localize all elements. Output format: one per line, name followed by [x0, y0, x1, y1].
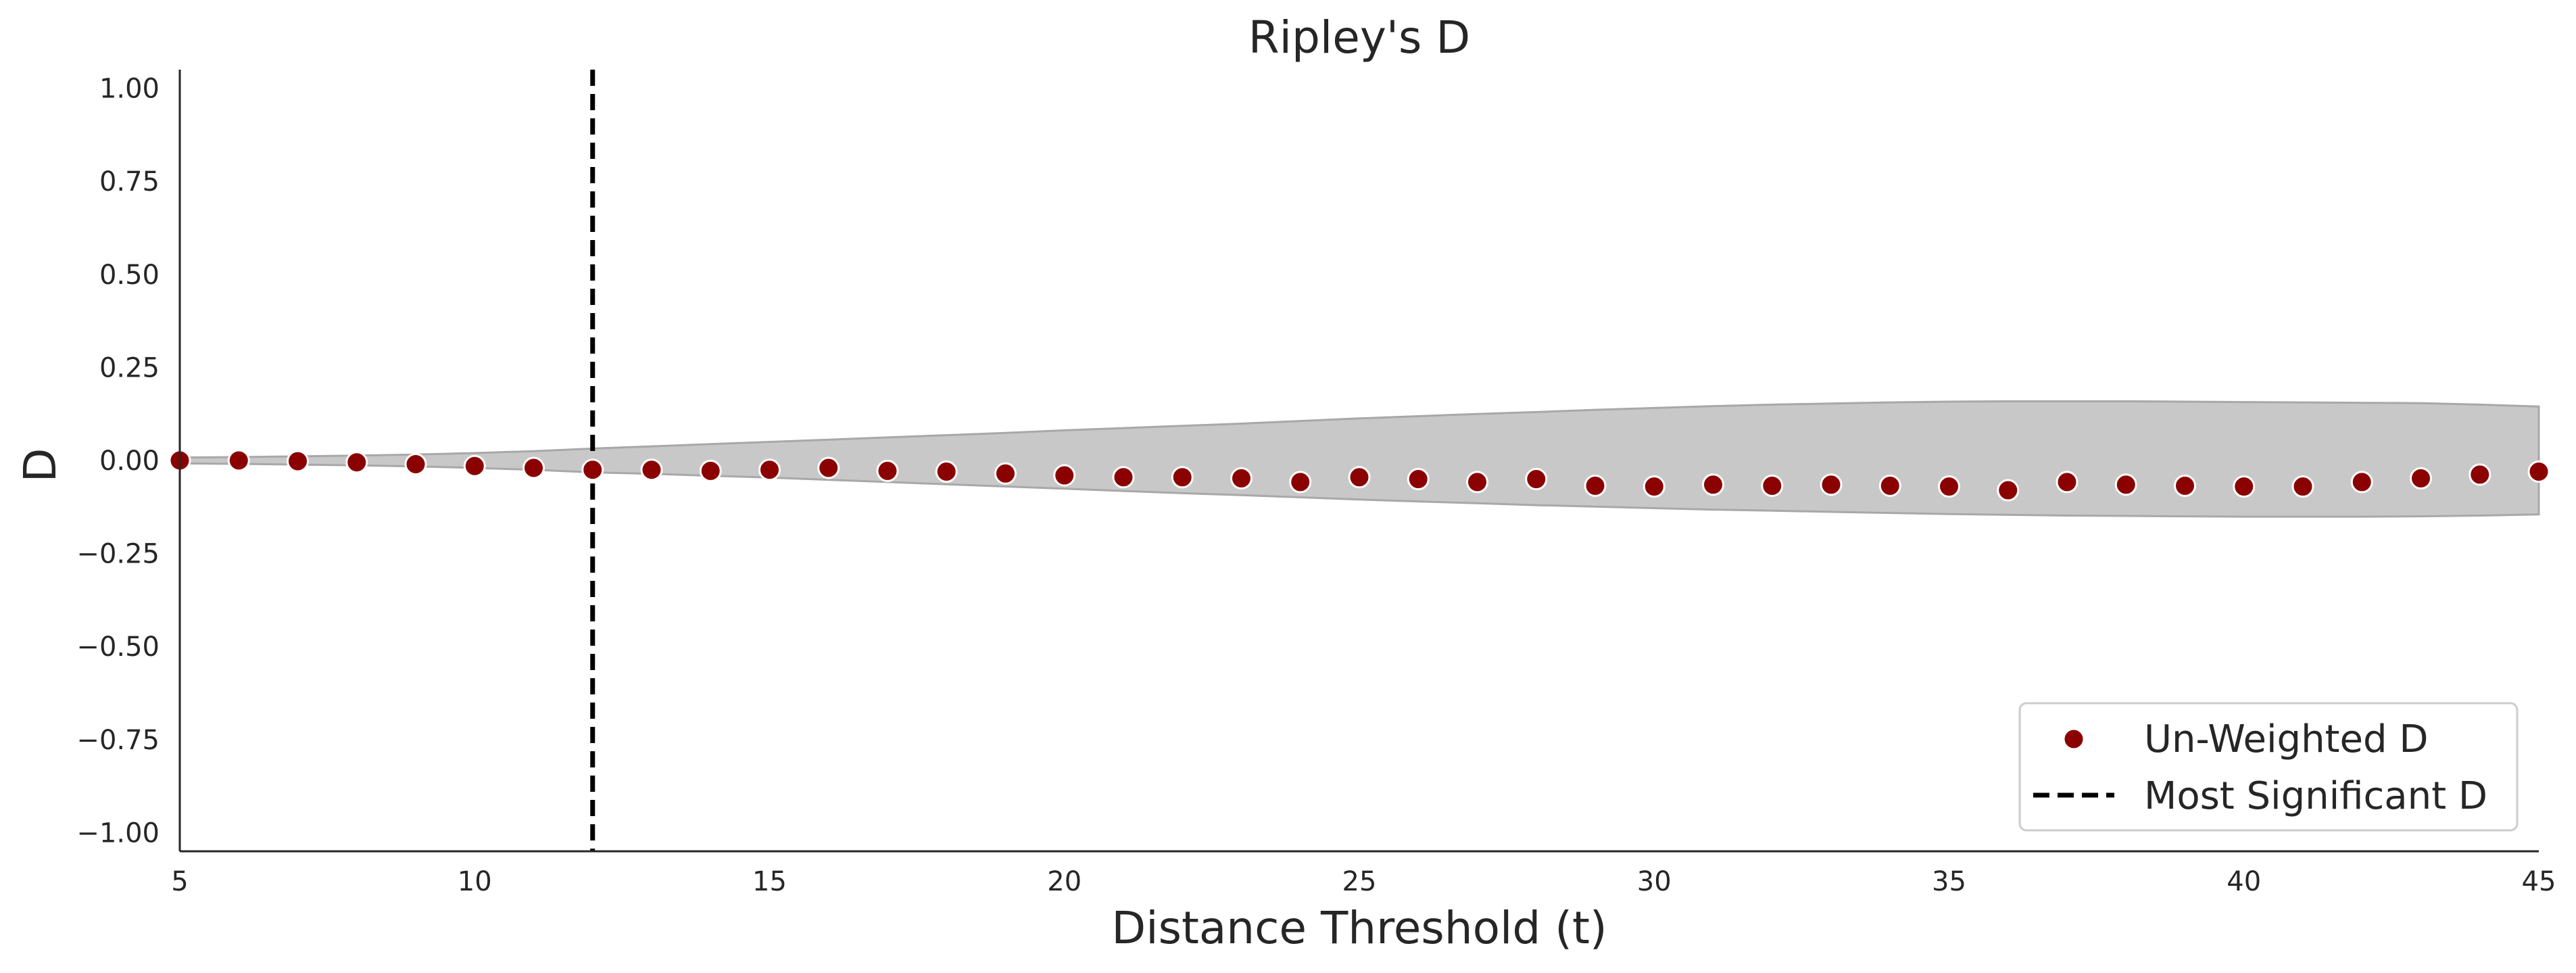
y-tick-label: −1.00: [76, 817, 160, 849]
data-point: [2410, 467, 2432, 490]
data-point: [1171, 466, 1194, 489]
data-point: [345, 451, 368, 474]
data-point: [404, 453, 427, 476]
data-point: [2114, 473, 2137, 496]
x-tick-label: 25: [1342, 866, 1377, 897]
data-point: [1702, 473, 1724, 496]
y-tick-label: 0.50: [99, 260, 160, 291]
legend-marker-unweighted-d: [2062, 728, 2085, 751]
data-point: [1878, 474, 1901, 497]
data-point: [287, 450, 309, 473]
data-point: [640, 458, 663, 481]
data-point: [1289, 471, 1312, 494]
data-point: [1643, 475, 1666, 498]
data-point: [1112, 466, 1135, 489]
data-point: [2469, 463, 2492, 486]
x-tick-label: 45: [2522, 866, 2556, 897]
x-tick-label: 20: [1047, 866, 1082, 897]
data-point: [523, 456, 545, 479]
data-point: [1230, 467, 1253, 490]
data-point: [1466, 471, 1488, 494]
x-tick-label: 10: [458, 866, 492, 897]
y-tick-label: −0.25: [76, 539, 160, 570]
data-point: [1820, 473, 1843, 496]
data-point: [2350, 471, 2373, 494]
data-point: [2233, 475, 2256, 498]
data-point: [1997, 479, 2020, 502]
data-point: [227, 449, 250, 472]
data-point: [1761, 474, 1784, 497]
data-point: [817, 456, 840, 479]
y-tick-label: 0.00: [99, 446, 160, 477]
plot-area: 5 10 15 20 25 30 35 40 45 1.00 0.75 0.50 0.25 0.00 −0.…: [76, 70, 2556, 897]
data-point: [935, 460, 958, 483]
legend: Un-Weighted D Most Significant D: [2018, 702, 2519, 832]
y-axis-label: D: [14, 448, 66, 483]
data-point: [1053, 464, 1076, 487]
data-point: [2174, 474, 2196, 497]
x-tick-label: 30: [1637, 866, 1672, 897]
legend-label-most-significant-d: Most Significant D: [2144, 774, 2487, 818]
y-tick-label: −0.75: [76, 725, 160, 756]
data-point: [758, 458, 781, 481]
y-tick-label: 1.00: [99, 74, 160, 105]
data-point: [994, 462, 1017, 485]
data-point: [1407, 468, 1430, 491]
data-point: [876, 459, 899, 482]
x-tick-label: 35: [1932, 866, 1966, 897]
data-point: [2056, 471, 2079, 494]
legend-box: [2018, 702, 2519, 832]
data-point: [2291, 475, 2314, 498]
y-tick-label: 0.75: [99, 166, 160, 197]
x-tick-label: 15: [752, 866, 787, 897]
x-tick-label: 40: [2227, 866, 2261, 897]
chart-title: Ripley's D: [1248, 11, 1470, 64]
x-tick-label: 5: [171, 866, 188, 897]
data-point: [1525, 468, 1548, 491]
data-point: [699, 459, 722, 482]
x-axis-label: Distance Threshold (t): [1111, 902, 1607, 954]
y-tick-label: −0.50: [76, 632, 160, 663]
legend-label-unweighted-d: Un-Weighted D: [2144, 717, 2428, 761]
data-point: [2527, 460, 2550, 483]
data-point: [463, 454, 486, 477]
data-point: [1938, 475, 1960, 498]
data-point: [581, 458, 604, 481]
data-point: [1348, 466, 1371, 489]
y-tick-label: 0.25: [99, 352, 160, 383]
data-point: [1584, 474, 1607, 497]
